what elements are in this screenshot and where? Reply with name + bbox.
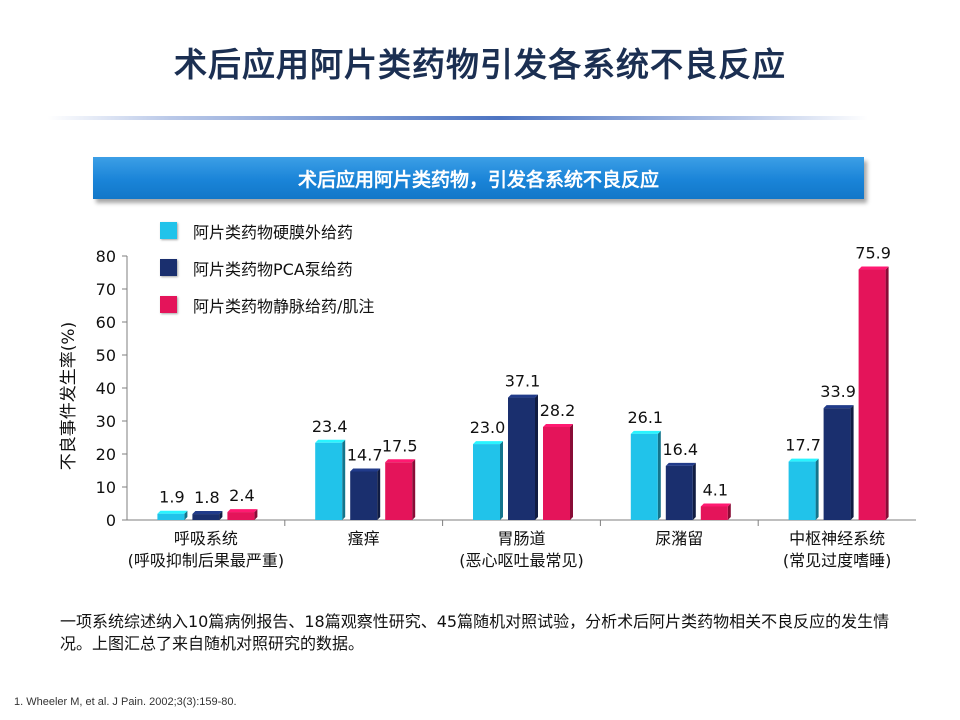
y-tick-label: 40 — [96, 379, 116, 398]
x-tick-sublabel: (常见过度嗜睡) — [783, 551, 892, 570]
y-axis-title: 不良事件发生率(%) — [59, 322, 79, 470]
bar-top — [508, 394, 538, 398]
bar-side — [342, 439, 346, 520]
bar-value-label: 2.4 — [229, 486, 254, 505]
bar-side — [377, 468, 381, 520]
bar-side — [412, 459, 416, 520]
title-divider — [48, 116, 868, 120]
y-tick-label: 0 — [106, 511, 116, 530]
y-tick-label: 30 — [96, 412, 116, 431]
bar-side — [692, 462, 696, 520]
bar-top — [473, 441, 503, 445]
bar-value-label: 16.4 — [662, 440, 698, 459]
legend-swatch-iv-im — [160, 296, 177, 313]
bar-top — [350, 468, 381, 472]
bar — [508, 397, 535, 520]
bar-top — [665, 462, 696, 466]
bar — [543, 426, 570, 520]
bar-side — [657, 430, 661, 520]
bar — [227, 512, 255, 520]
bar-side — [500, 441, 503, 520]
bar-top — [315, 439, 346, 443]
x-tick-label: 呼吸系统 — [174, 529, 238, 548]
bar — [315, 442, 343, 520]
bar-value-label: 14.7 — [347, 445, 383, 464]
bar-side — [254, 509, 258, 520]
y-tick-label: 60 — [96, 313, 116, 332]
bar-top — [788, 458, 819, 462]
bar — [157, 513, 185, 520]
bar — [700, 506, 728, 520]
bar — [823, 408, 851, 520]
bar-value-label: 28.2 — [540, 401, 576, 420]
x-tick-sublabel: (呼吸抑制后果最严重) — [128, 551, 285, 570]
bar-value-label: 23.0 — [470, 418, 506, 437]
bar-value-label: 33.9 — [820, 382, 856, 401]
bar-side — [219, 511, 223, 520]
bar — [473, 444, 500, 520]
x-tick-label: 瘙痒 — [348, 529, 380, 548]
bar-value-label: 4.1 — [703, 480, 728, 499]
legend-label-epidural: 阿片类药物硬膜外给药 — [193, 222, 354, 242]
bar-value-label: 26.1 — [627, 408, 663, 427]
legend-item-iv-im: 阿片类药物静脉给药/肌注 — [160, 286, 374, 323]
bar-top — [543, 423, 573, 427]
bar-value-label: 37.1 — [505, 372, 541, 391]
bar-top — [227, 509, 258, 513]
bar — [192, 514, 220, 520]
bar-top — [630, 430, 661, 434]
bar — [350, 471, 378, 520]
bar-top — [192, 511, 223, 515]
bar-value-label: 1.9 — [159, 488, 184, 507]
bar-side — [570, 423, 573, 520]
legend-swatch-pca — [160, 259, 177, 276]
bar — [630, 433, 658, 520]
y-tick-label: 20 — [96, 445, 116, 464]
legend-label-pca: 阿片类药物PCA泵给药 — [193, 259, 353, 279]
y-tick-label: 10 — [96, 478, 116, 497]
bar-top — [823, 405, 854, 409]
chart-legend: 阿片类药物硬膜外给药 阿片类药物PCA泵给药 阿片类药物静脉给药/肌注 — [160, 212, 374, 323]
reference: 1. Wheeler M, et al. J Pain. 2002;3(3):1… — [14, 696, 237, 708]
bar — [858, 269, 886, 520]
bar-value-label: 75.9 — [855, 244, 891, 263]
bar-top — [157, 510, 188, 514]
bar-side — [815, 458, 819, 520]
x-tick-sublabel: (恶心呕吐最常见) — [459, 551, 584, 570]
y-tick-label: 80 — [96, 247, 116, 266]
bar — [788, 461, 816, 520]
bar-top — [385, 459, 416, 463]
y-tick-label: 50 — [96, 346, 116, 365]
bar — [665, 465, 693, 520]
slide-title: 术后应用阿片类药物引发各系统不良反应 — [174, 45, 786, 84]
legend-label-iv-im: 阿片类药物静脉给药/肌注 — [193, 296, 375, 316]
bar-top — [700, 503, 731, 507]
bar — [385, 462, 413, 520]
bar-value-label: 17.5 — [382, 436, 418, 455]
x-tick-label: 中枢神经系统 — [789, 529, 885, 548]
legend-swatch-epidural — [160, 222, 177, 239]
study-note: 一项系统综述纳入10篇病例报告、18篇观察性研究、45篇随机对照试验，分析术后阿… — [60, 612, 890, 653]
bar-side — [184, 510, 188, 520]
y-tick-label: 70 — [96, 280, 116, 299]
bar-top — [858, 266, 889, 270]
legend-item-pca: 阿片类药物PCA泵给药 — [160, 249, 374, 286]
x-tick-label: 尿潴留 — [655, 529, 703, 548]
bar-side — [885, 266, 889, 520]
bar-value-label: 17.7 — [785, 436, 821, 455]
bar-side — [850, 405, 854, 520]
bar-side — [727, 503, 731, 520]
legend-item-epidural: 阿片类药物硬膜外给药 — [160, 212, 374, 249]
bar-value-label: 23.4 — [312, 417, 348, 436]
bar-value-label: 1.8 — [194, 488, 219, 507]
chart-title-banner: 术后应用阿片类药物，引发各系统不良反应 — [93, 157, 864, 199]
x-tick-label: 胃肠道 — [497, 529, 545, 548]
bar-side — [535, 394, 538, 520]
